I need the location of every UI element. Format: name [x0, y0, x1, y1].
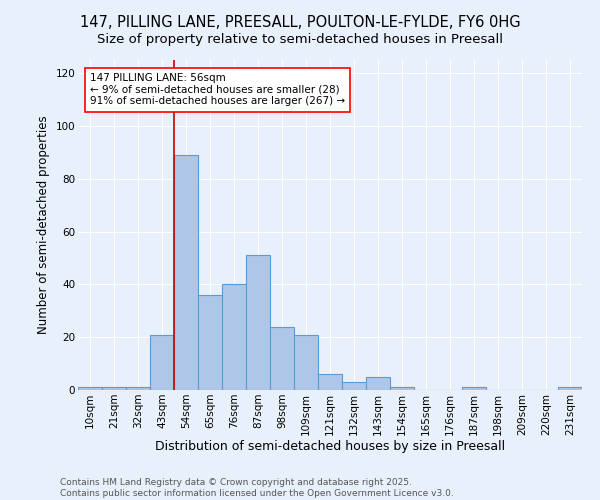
- Text: 147, PILLING LANE, PREESALL, POULTON-LE-FYLDE, FY6 0HG: 147, PILLING LANE, PREESALL, POULTON-LE-…: [80, 15, 520, 30]
- Bar: [366, 377, 390, 390]
- Bar: [462, 388, 486, 390]
- Bar: [102, 388, 126, 390]
- X-axis label: Distribution of semi-detached houses by size in Preesall: Distribution of semi-detached houses by …: [155, 440, 505, 454]
- Bar: [318, 374, 342, 390]
- Bar: [342, 382, 366, 390]
- Y-axis label: Number of semi-detached properties: Number of semi-detached properties: [37, 116, 50, 334]
- Bar: [558, 388, 582, 390]
- Bar: [390, 388, 414, 390]
- Bar: [126, 388, 150, 390]
- Bar: [174, 155, 198, 390]
- Bar: [150, 334, 174, 390]
- Bar: [198, 295, 222, 390]
- Text: 147 PILLING LANE: 56sqm
← 9% of semi-detached houses are smaller (28)
91% of sem: 147 PILLING LANE: 56sqm ← 9% of semi-det…: [90, 73, 345, 106]
- Bar: [222, 284, 246, 390]
- Text: Contains HM Land Registry data © Crown copyright and database right 2025.
Contai: Contains HM Land Registry data © Crown c…: [60, 478, 454, 498]
- Text: Size of property relative to semi-detached houses in Preesall: Size of property relative to semi-detach…: [97, 32, 503, 46]
- Bar: [78, 388, 102, 390]
- Bar: [294, 334, 318, 390]
- Bar: [246, 256, 270, 390]
- Bar: [270, 326, 294, 390]
